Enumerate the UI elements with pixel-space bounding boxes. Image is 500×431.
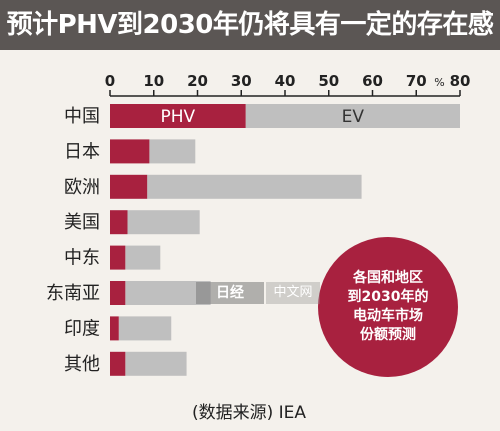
category-label: 其他: [64, 354, 100, 375]
bar-ev: [125, 245, 161, 270]
bar-ev: [127, 210, 200, 235]
bar-phv: [110, 245, 126, 270]
x-tick-label: 50: [318, 72, 339, 90]
category-label: 欧洲: [64, 177, 100, 198]
bar-ev: [149, 139, 196, 164]
category-label: 印度: [64, 318, 100, 339]
x-tick-label: 60: [362, 72, 383, 90]
bar-phv: [110, 139, 150, 164]
category-label: 东南亚: [46, 283, 100, 304]
x-tick-label: 80: [450, 72, 471, 90]
watermark-label: 中文网: [266, 282, 320, 304]
data-source: (数据来源) IEA: [192, 403, 307, 423]
x-tick-label: 0: [105, 72, 115, 90]
x-unit-label: %: [434, 76, 444, 89]
watermark: 日经 中文网: [196, 282, 320, 304]
series-label-phv: PHV: [160, 107, 195, 127]
bar-phv: [110, 174, 148, 199]
bar-ev: [245, 104, 460, 128]
x-tick-label: 70: [406, 72, 427, 90]
bar-phv: [110, 210, 128, 235]
bar-phv: [110, 316, 119, 341]
callout-text: 各国和地区 到2030年的 电动车市场 份额预测: [347, 270, 429, 343]
category-label: 中东: [64, 248, 100, 269]
title-bar: [0, 0, 500, 50]
x-tick-label: 30: [231, 72, 252, 90]
bar-phv: [110, 281, 126, 305]
x-tick-label: 10: [143, 72, 164, 90]
x-axis-ticks: 0 10 20 30 40 50 60 70 80%: [105, 72, 471, 96]
bar-phv: [110, 104, 246, 128]
series-label-ev: EV: [342, 107, 365, 127]
x-tick-label: 20: [187, 72, 208, 90]
series-labels: PHV EV: [160, 107, 364, 127]
bar-ev: [118, 316, 172, 341]
category-label: 中国: [64, 106, 100, 127]
category-label: 美国: [64, 212, 100, 233]
category-label: 日本: [64, 141, 100, 162]
bar-ev: [125, 351, 187, 376]
page-title: 预计PHV到2030年仍将具有一定的存在感: [6, 10, 494, 40]
bar-phv: [110, 351, 126, 376]
watermark-logo: 日经: [196, 282, 264, 304]
bar-ev: [147, 174, 362, 199]
callout-circle: 各国和地区 到2030年的 电动车市场 份额预测: [318, 237, 458, 377]
x-tick-label: 40: [275, 72, 296, 90]
